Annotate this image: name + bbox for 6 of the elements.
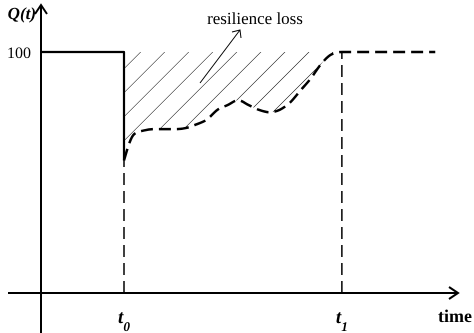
text: 100 [7, 45, 31, 62]
x-tick-label: t$_{1}$ [336, 307, 348, 333]
x-tick-label: t$_{0}$ [118, 307, 130, 333]
text: resilience loss [207, 9, 303, 28]
x-axis-title: time [438, 306, 472, 326]
y-axis-title: Q(t) [8, 4, 36, 23]
